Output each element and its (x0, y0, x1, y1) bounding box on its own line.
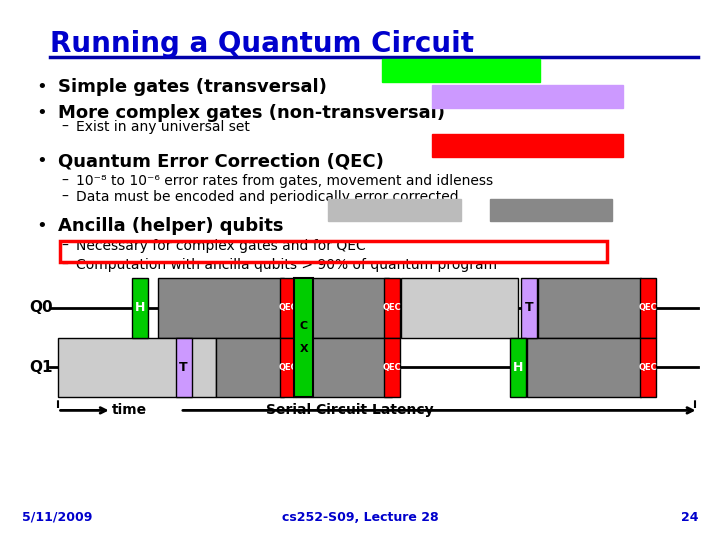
Bar (527, 338, 641, 397)
Bar (432, 85, 623, 108)
Bar (296, 278, 389, 338)
Bar (328, 199, 461, 221)
Text: QEC: QEC (383, 363, 402, 372)
Text: QEC: QEC (383, 303, 402, 312)
Text: •: • (36, 217, 47, 235)
Text: T: T (179, 361, 188, 374)
Bar (490, 199, 612, 221)
Bar (216, 338, 284, 397)
Text: Running a Quantum Circuit: Running a Quantum Circuit (50, 30, 474, 58)
Text: Necessary for complex gates and for QEC: Necessary for complex gates and for QEC (76, 239, 365, 253)
Bar (60, 241, 607, 262)
Text: Ancilla (helper) qubits: Ancilla (helper) qubits (58, 217, 283, 235)
Text: T: T (525, 301, 534, 314)
Bar (296, 338, 392, 397)
Bar (58, 338, 216, 397)
Bar (538, 278, 641, 338)
Text: QEC: QEC (279, 363, 297, 372)
Text: –: – (61, 120, 68, 134)
Bar (382, 59, 540, 82)
Text: 5/11/2009: 5/11/2009 (22, 511, 92, 524)
Text: QEC: QEC (639, 363, 657, 372)
Text: More complex gates (non-transversal): More complex gates (non-transversal) (58, 104, 445, 122)
Bar (384, 278, 400, 338)
Bar (640, 338, 656, 397)
Bar (280, 278, 296, 338)
Text: 10⁻⁸ to 10⁻⁶ error rates from gates, movement and idleness: 10⁻⁸ to 10⁻⁶ error rates from gates, mov… (76, 174, 492, 188)
Bar (132, 278, 148, 338)
Text: •: • (36, 78, 47, 96)
Text: C: C (300, 321, 308, 330)
Bar (384, 338, 400, 397)
Text: Computation with ancilla qubits > 90% of quantum program: Computation with ancilla qubits > 90% of… (76, 258, 497, 272)
Bar (521, 278, 537, 338)
Text: QEC: QEC (279, 303, 297, 312)
Bar (401, 278, 518, 338)
Bar (294, 278, 313, 397)
Text: –: – (61, 174, 68, 188)
Text: 24: 24 (681, 511, 698, 524)
Text: time: time (112, 403, 147, 417)
Text: H: H (135, 301, 145, 314)
Bar (176, 338, 192, 397)
Text: Quantum Error Correction (QEC): Quantum Error Correction (QEC) (58, 152, 384, 170)
Bar (640, 278, 656, 338)
Text: Simple gates (transversal): Simple gates (transversal) (58, 78, 326, 96)
Text: Data must be encoded and periodically error corrected: Data must be encoded and periodically er… (76, 190, 458, 204)
Text: •: • (36, 104, 47, 122)
Text: –: – (61, 239, 68, 253)
Text: cs252-S09, Lecture 28: cs252-S09, Lecture 28 (282, 511, 438, 524)
Bar (510, 338, 526, 397)
Text: QEC: QEC (639, 303, 657, 312)
Bar (432, 134, 623, 157)
Bar (280, 338, 296, 397)
Text: Exist in any universal set: Exist in any universal set (76, 120, 249, 134)
Text: –: – (61, 190, 68, 204)
Text: Q0: Q0 (29, 300, 53, 315)
Bar (158, 278, 284, 338)
Text: Serial Circuit Latency: Serial Circuit Latency (266, 403, 434, 417)
Text: H: H (513, 361, 523, 374)
Text: •: • (36, 152, 47, 170)
Text: X: X (300, 345, 308, 354)
Text: –: – (61, 258, 68, 272)
Text: Q1: Q1 (29, 360, 53, 375)
